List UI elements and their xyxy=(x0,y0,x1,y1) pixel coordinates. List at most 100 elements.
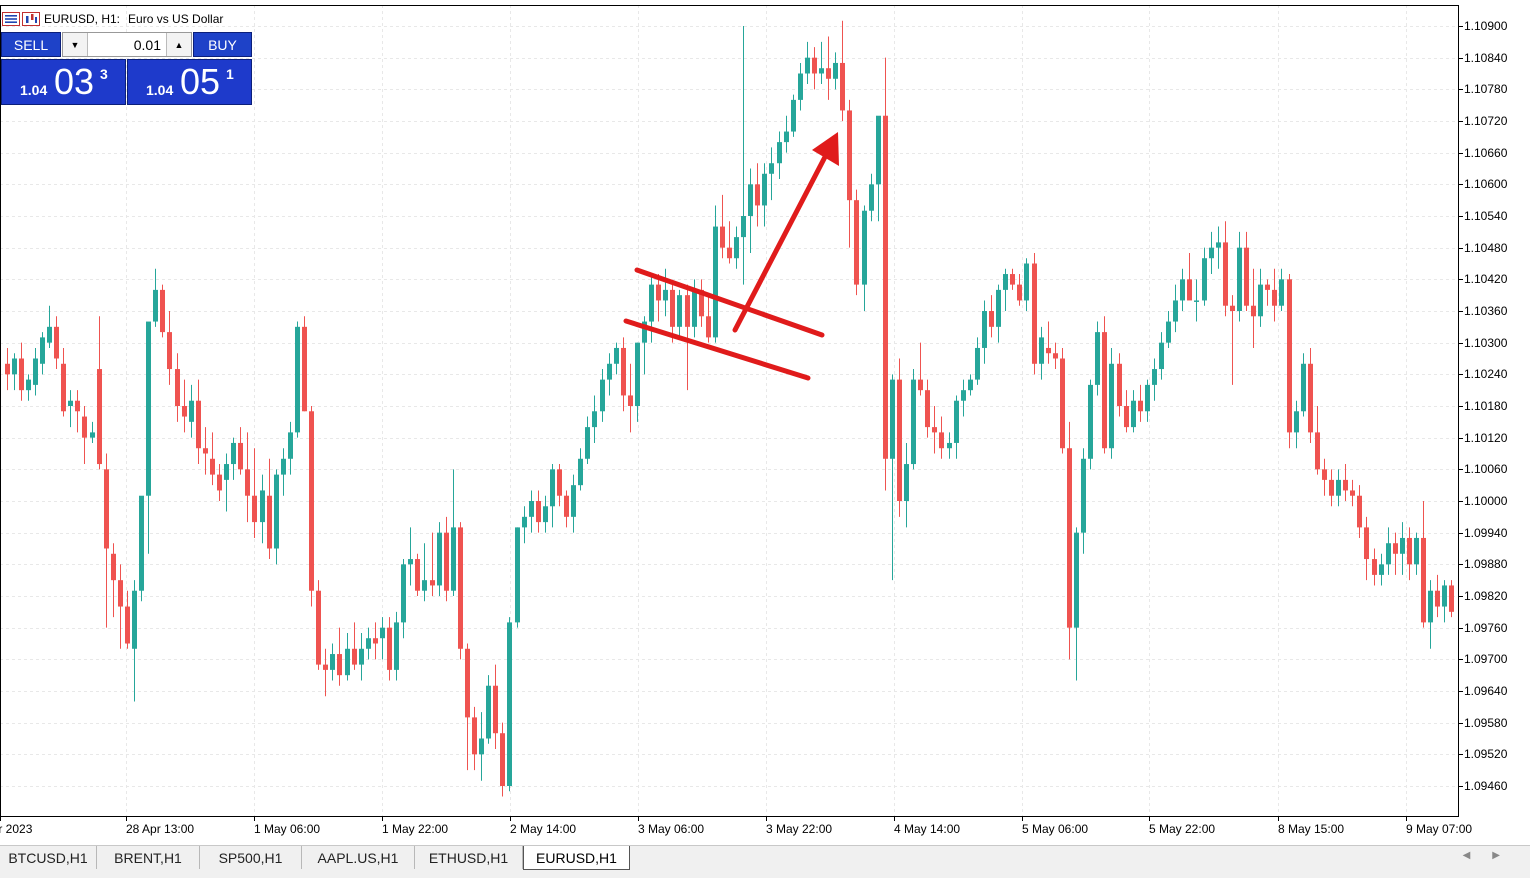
candle-body xyxy=(862,210,867,285)
candle-body xyxy=(1414,537,1419,565)
candle-body xyxy=(600,379,605,412)
candle-body xyxy=(373,638,378,644)
candle-body xyxy=(26,379,31,391)
candle-body xyxy=(1244,247,1249,306)
x-tick-label: 1 May 06:00 xyxy=(254,822,320,836)
candle-body xyxy=(408,559,413,565)
lot-size-stepper[interactable]: ▼ ▲ xyxy=(62,32,192,57)
candle-body xyxy=(1251,305,1256,317)
menu-icon[interactable] xyxy=(2,12,20,26)
tab-eurusd[interactable]: EURUSD,H1 xyxy=(523,846,630,870)
candle-body xyxy=(1329,479,1334,496)
candle-body xyxy=(12,358,17,375)
candle-body xyxy=(139,495,144,591)
candle-body xyxy=(1223,242,1228,306)
candle-body xyxy=(1308,363,1313,433)
candle-body xyxy=(515,527,520,623)
price-chart[interactable]: 1.10900 1.10840 1.10780 1.10720 1.10660 1.106… xyxy=(0,0,1530,845)
candle-body xyxy=(1258,284,1263,317)
candle-body xyxy=(167,332,172,370)
chevron-left-icon[interactable]: ◀ xyxy=(1462,850,1493,861)
candle-body xyxy=(1138,400,1143,412)
candle-body xyxy=(458,527,463,649)
candle-body xyxy=(267,495,272,549)
candle-body xyxy=(578,458,583,486)
candle-body xyxy=(819,68,824,74)
candle-body xyxy=(1152,369,1157,385)
tab-aaplus[interactable]: AAPL.US,H1 xyxy=(302,846,415,869)
sell-button[interactable]: SELL xyxy=(1,32,61,57)
candle-body xyxy=(1202,258,1207,301)
candle-body xyxy=(642,321,647,343)
x-tick-label: 1 May 22:00 xyxy=(382,822,448,836)
candle-body xyxy=(1067,448,1072,628)
chart-area[interactable]: 1.10900 1.10840 1.10780 1.10720 1.10660 1.106… xyxy=(0,0,1530,845)
y-tick-label: 1.10240 xyxy=(1464,367,1508,381)
one-click-trading-panel: SELL ▼ ▲ BUY 1.04 03 3 1.04 05 1 xyxy=(1,32,253,106)
tab-scroll-arrows[interactable]: ◀▶ xyxy=(1463,850,1522,861)
chevron-up-icon: ▲ xyxy=(174,39,184,50)
y-tick-label: 1.10660 xyxy=(1464,146,1508,160)
candle-body xyxy=(380,627,385,639)
tab-brent[interactable]: BRENT,H1 xyxy=(97,846,200,869)
candle-body xyxy=(1053,353,1058,359)
candle-body xyxy=(876,115,881,185)
candle-body xyxy=(755,184,760,206)
candle-body xyxy=(330,654,335,670)
lot-decrease-button[interactable]: ▼ xyxy=(63,33,88,56)
candle-body xyxy=(54,326,59,359)
y-tick-label: 1.09640 xyxy=(1464,684,1508,698)
candle-body xyxy=(1442,585,1447,607)
candle-body xyxy=(1187,279,1192,301)
chevron-right-icon[interactable]: ▶ xyxy=(1492,850,1522,861)
tab-sp500[interactable]: SP500,H1 xyxy=(200,846,302,869)
y-tick-label: 1.10900 xyxy=(1464,19,1508,33)
candle-body xyxy=(1386,543,1391,565)
tab-ethusd[interactable]: ETHUSD,H1 xyxy=(415,846,523,869)
y-tick-label: 1.09820 xyxy=(1464,589,1508,603)
candle-body xyxy=(82,416,87,438)
candle-body xyxy=(1046,347,1051,354)
buy-price-button[interactable]: 1.04 05 1 xyxy=(127,59,252,105)
y-tick-label: 1.09520 xyxy=(1464,747,1508,761)
candle-body xyxy=(394,622,399,670)
candle-body xyxy=(1421,537,1426,623)
candle-body xyxy=(132,590,137,649)
candle-body xyxy=(791,99,796,132)
candle-body xyxy=(430,580,435,586)
candle-body xyxy=(826,68,831,79)
candle-body xyxy=(1357,495,1362,528)
candle-body xyxy=(656,284,661,301)
x-tick-label: 27 Apr 2023 xyxy=(0,822,33,836)
candle-body xyxy=(302,326,307,412)
candle-body xyxy=(847,110,852,201)
candle-body xyxy=(274,474,279,549)
lot-size-input[interactable] xyxy=(89,34,161,55)
candle-body xyxy=(203,448,208,454)
candle-body xyxy=(1194,300,1199,302)
candle-body xyxy=(522,516,527,528)
candle-body xyxy=(217,474,222,491)
candle-body xyxy=(699,289,704,317)
lot-increase-button[interactable]: ▲ xyxy=(166,33,191,56)
tab-btcusd[interactable]: BTCUSD,H1 xyxy=(0,846,97,869)
chart-icon[interactable] xyxy=(22,12,40,26)
y-tick-label: 1.09460 xyxy=(1464,779,1508,793)
candle-body xyxy=(444,532,449,591)
candle-body xyxy=(883,115,888,459)
candle-body xyxy=(677,295,682,327)
y-tick-label: 1.09940 xyxy=(1464,526,1508,540)
candle-body xyxy=(1372,559,1377,575)
sell-price-prefix: 1.04 xyxy=(20,82,48,98)
buy-button[interactable]: BUY xyxy=(193,32,252,57)
candle-body xyxy=(975,347,980,380)
candle-body xyxy=(196,400,201,449)
y-tick-label: 1.10180 xyxy=(1464,399,1508,413)
candle-body xyxy=(61,363,66,412)
candle-body xyxy=(1074,532,1079,628)
sell-price-button[interactable]: 1.04 03 3 xyxy=(1,59,126,105)
candle-body xyxy=(592,411,597,428)
sell-price-pips: 03 xyxy=(54,61,95,102)
y-tick-label: 1.10420 xyxy=(1464,272,1508,286)
candle-body xyxy=(727,247,732,259)
